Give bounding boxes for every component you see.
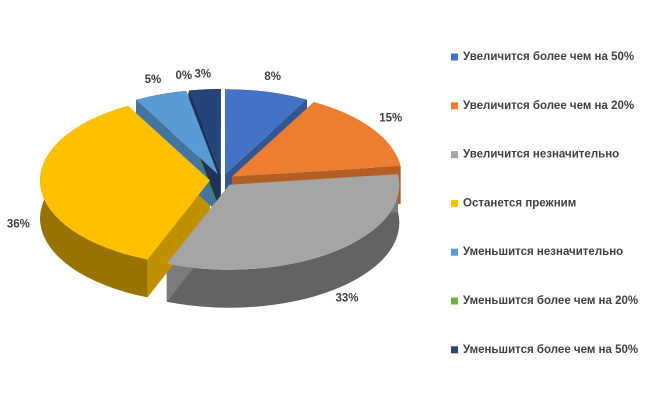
legend-swatch — [451, 248, 458, 256]
data-label: 0% — [175, 70, 192, 82]
legend-label: Увеличится более чем на 20% — [463, 100, 634, 112]
legend-label: Останется прежним — [463, 197, 576, 209]
legend-swatch — [451, 53, 458, 61]
slice — [224, 89, 307, 175]
slice — [136, 90, 218, 175]
slice — [40, 105, 211, 260]
data-label: 15% — [379, 113, 402, 125]
data-label: 3% — [194, 68, 211, 80]
legend: Увеличится более чем на 50% Увеличится бо… — [451, 51, 638, 356]
slice-face — [147, 180, 211, 298]
slice — [189, 89, 221, 175]
data-label: 5% — [145, 74, 162, 86]
pie-tops — [40, 89, 401, 270]
legend-label: Уменьшится более чем на 20% — [463, 295, 638, 307]
data-labels: 8% 15% 33% 36% 5% 0% 3% — [7, 68, 402, 304]
legend-swatch — [451, 199, 458, 207]
legend-label: Увеличится более чем на 50% — [463, 51, 634, 63]
legend-label: Уменьшится более чем на 50% — [463, 344, 638, 356]
slice — [166, 174, 400, 270]
legend-swatch — [451, 151, 458, 159]
legend-swatch — [451, 346, 458, 354]
legend-label: Увеличится незначительно — [463, 149, 619, 161]
slice-wall — [166, 174, 400, 308]
legend-swatch — [451, 297, 458, 305]
data-label: 33% — [336, 293, 359, 305]
data-label: 8% — [264, 71, 281, 83]
legend-label: Уменьшится незначительно — [463, 246, 623, 258]
slice — [231, 102, 401, 177]
data-label: 36% — [7, 218, 30, 230]
legend-swatch — [451, 102, 458, 110]
